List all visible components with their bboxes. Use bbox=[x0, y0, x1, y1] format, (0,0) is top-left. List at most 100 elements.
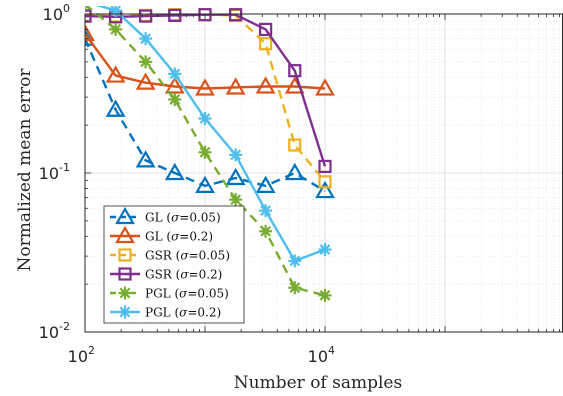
series-6 bbox=[80, 0, 332, 268]
marker-stroke bbox=[140, 56, 151, 68]
data-point bbox=[168, 8, 182, 22]
marker-stroke bbox=[110, 24, 122, 35]
legend-marker bbox=[118, 286, 132, 300]
data-point bbox=[229, 193, 243, 207]
legend-entry: PGL (σ=0.05) bbox=[110, 286, 229, 301]
data-point bbox=[164, 162, 185, 181]
data-point bbox=[255, 76, 276, 94]
y-tick-label: 10-2 bbox=[39, 320, 70, 342]
legend-label: GL (σ=0.2) bbox=[145, 230, 213, 244]
legend-marker bbox=[118, 305, 132, 319]
y-tick-labels: 10-2 10-1 100 bbox=[39, 2, 70, 342]
data-point bbox=[318, 175, 332, 189]
data-point bbox=[288, 64, 302, 78]
x-tick-labels: 102 104 bbox=[68, 344, 335, 366]
data-point bbox=[255, 175, 276, 193]
legend-box bbox=[103, 205, 245, 324]
legend-entry: PGL (σ=0.2) bbox=[110, 305, 221, 320]
data-point bbox=[168, 92, 182, 106]
legend-marker bbox=[115, 225, 135, 244]
legend-entry: GSR (σ=0.2) bbox=[110, 267, 222, 282]
marker-stroke bbox=[289, 255, 301, 267]
marker-stroke bbox=[88, 6, 90, 7]
data-point bbox=[259, 204, 273, 218]
data-point bbox=[168, 67, 182, 81]
series-1 bbox=[85, 28, 335, 199]
data-point bbox=[225, 167, 246, 186]
series-5 bbox=[85, 6, 332, 302]
x-tick-label: 104 bbox=[308, 344, 335, 366]
legend: GL (σ=0.05) GL (σ=0.2) GSR (σ=0.05) GSR (σ=… bbox=[103, 205, 245, 324]
legend-marker bbox=[118, 267, 132, 281]
data-point bbox=[318, 243, 332, 257]
marker-stroke bbox=[140, 33, 151, 45]
x-tick-label: 102 bbox=[68, 344, 95, 366]
data-point bbox=[315, 180, 335, 199]
data-point bbox=[109, 6, 123, 18]
data-point bbox=[105, 65, 126, 83]
data-point bbox=[288, 254, 302, 268]
legend-entry: GSR (σ=0.05) bbox=[110, 248, 230, 263]
marker-stroke bbox=[260, 225, 271, 237]
marker-stroke bbox=[319, 244, 331, 255]
series-line bbox=[85, 38, 326, 193]
marker-stroke bbox=[199, 146, 211, 158]
legend-entry: GL (σ=0.05) bbox=[110, 206, 221, 225]
data-point bbox=[225, 77, 246, 95]
data-point bbox=[229, 148, 243, 162]
data-point bbox=[284, 162, 305, 181]
marker-stroke bbox=[169, 68, 181, 80]
data-point bbox=[195, 175, 215, 193]
marker-stroke bbox=[119, 287, 131, 299]
marker-stroke bbox=[80, 0, 89, 6]
y-tick-label: 10-1 bbox=[39, 161, 70, 183]
marker-stroke bbox=[169, 94, 181, 105]
data-point bbox=[259, 224, 273, 238]
data-point bbox=[315, 78, 335, 96]
data-point bbox=[288, 138, 302, 152]
data-point bbox=[259, 37, 273, 51]
marker-stroke bbox=[260, 205, 271, 216]
legend-label: GSR (σ=0.2) bbox=[145, 268, 222, 282]
legend-label: PGL (σ=0.05) bbox=[145, 287, 229, 301]
axis-ticks bbox=[84, 13, 560, 333]
y-axis-label: Normalized mean error bbox=[15, 68, 35, 272]
data-point bbox=[288, 281, 302, 295]
data-point bbox=[109, 22, 123, 36]
series-line bbox=[85, 33, 326, 90]
data-point bbox=[139, 55, 153, 69]
legend-label: PGL (σ=0.2) bbox=[145, 306, 221, 320]
data-point bbox=[135, 150, 156, 168]
y-tick-label: 100 bbox=[43, 2, 70, 24]
marker-stroke bbox=[230, 149, 242, 161]
marker-stroke bbox=[230, 194, 242, 206]
data-point bbox=[195, 78, 215, 96]
marker-stroke bbox=[85, 6, 91, 10]
data-point bbox=[318, 159, 332, 174]
data-point bbox=[85, 23, 95, 41]
legend-label: GL (σ=0.05) bbox=[145, 211, 221, 225]
data-point bbox=[318, 288, 332, 302]
series-line bbox=[85, 6, 326, 297]
data-point bbox=[85, 6, 91, 11]
legend-marker bbox=[115, 206, 135, 225]
data-point bbox=[139, 9, 153, 23]
x-axis-label: Number of samples bbox=[234, 373, 402, 393]
legend-label: GSR (σ=0.05) bbox=[145, 249, 230, 263]
marker-stroke bbox=[119, 306, 131, 318]
data-point bbox=[135, 72, 156, 90]
marker-stroke bbox=[289, 282, 301, 294]
legend-marker bbox=[118, 248, 132, 262]
data-point bbox=[164, 76, 185, 94]
data-point bbox=[85, 9, 92, 23]
data-point bbox=[259, 22, 273, 37]
data-point bbox=[198, 145, 212, 159]
marker-stroke bbox=[319, 289, 331, 301]
data-point bbox=[198, 112, 212, 126]
marker-stroke bbox=[199, 113, 211, 124]
data-point bbox=[105, 99, 126, 117]
data-point bbox=[139, 32, 153, 46]
series-2 bbox=[85, 23, 335, 96]
legend-entry: GL (σ=0.2) bbox=[110, 225, 213, 244]
